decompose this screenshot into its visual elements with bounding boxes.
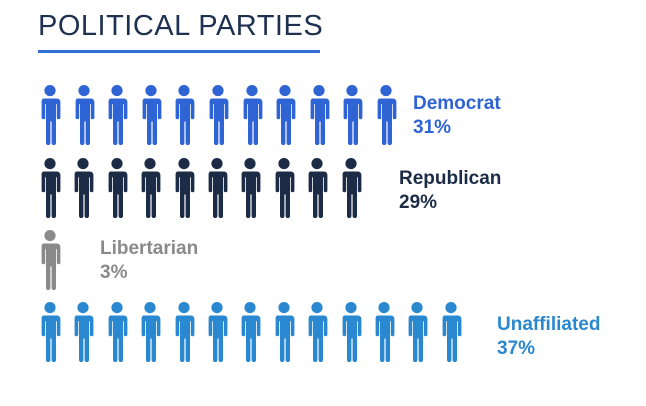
- person-icon: [241, 302, 261, 362]
- person-icon: [275, 158, 295, 218]
- person-icon: [74, 302, 94, 362]
- person-icon: [275, 302, 295, 362]
- person-icon: [175, 302, 194, 362]
- person-icon: [175, 158, 194, 218]
- person-icon: [442, 302, 462, 362]
- person-icon: [310, 85, 330, 145]
- label-republican: Republican 29%: [399, 167, 501, 215]
- series-percent-republican: 29%: [399, 192, 438, 213]
- person-icon: [377, 85, 397, 145]
- person-icon: [41, 230, 61, 290]
- person-icon: [209, 85, 229, 145]
- person-icon: [243, 85, 262, 145]
- series-name-libertarian: Libertarian: [100, 238, 199, 259]
- person-icon: [375, 302, 395, 362]
- series-name-unaffiliated: Unaffiliated: [497, 314, 601, 335]
- person-icon: [208, 302, 228, 362]
- person-icon: [308, 302, 328, 362]
- person-icon: [41, 302, 61, 362]
- person-icon: [41, 85, 61, 145]
- label-unaffiliated: Unaffiliated 37%: [497, 313, 600, 361]
- person-icon: [343, 85, 363, 145]
- label-libertarian: Libertarian 3%: [100, 237, 198, 285]
- person-icon: [141, 302, 161, 362]
- series-percent-libertarian: 3%: [100, 262, 128, 283]
- person-icon: [41, 158, 61, 218]
- person-icon: [208, 158, 228, 218]
- series-name-republican: Republican: [399, 168, 502, 189]
- person-icon: [241, 158, 261, 218]
- person-icon: [108, 85, 128, 145]
- person-icon: [342, 302, 361, 362]
- person-icon: [276, 85, 296, 145]
- series-name-democrat: Democrat: [413, 93, 501, 114]
- person-icon: [408, 302, 428, 362]
- label-democrat: Democrat 31%: [413, 92, 501, 140]
- series-percent-democrat: 31%: [413, 117, 452, 138]
- person-icon: [175, 85, 195, 145]
- person-icon: [74, 158, 94, 218]
- person-icon: [141, 158, 161, 218]
- person-icon: [342, 158, 361, 218]
- person-icon: [75, 85, 94, 145]
- person-icon: [308, 158, 328, 218]
- person-icon: [142, 85, 162, 145]
- person-icon: [108, 302, 128, 362]
- series-percent-unaffiliated: 37%: [497, 338, 536, 359]
- title-underline: [38, 50, 320, 53]
- person-icon: [108, 158, 128, 218]
- chart-title: POLITICAL PARTIES: [38, 10, 324, 42]
